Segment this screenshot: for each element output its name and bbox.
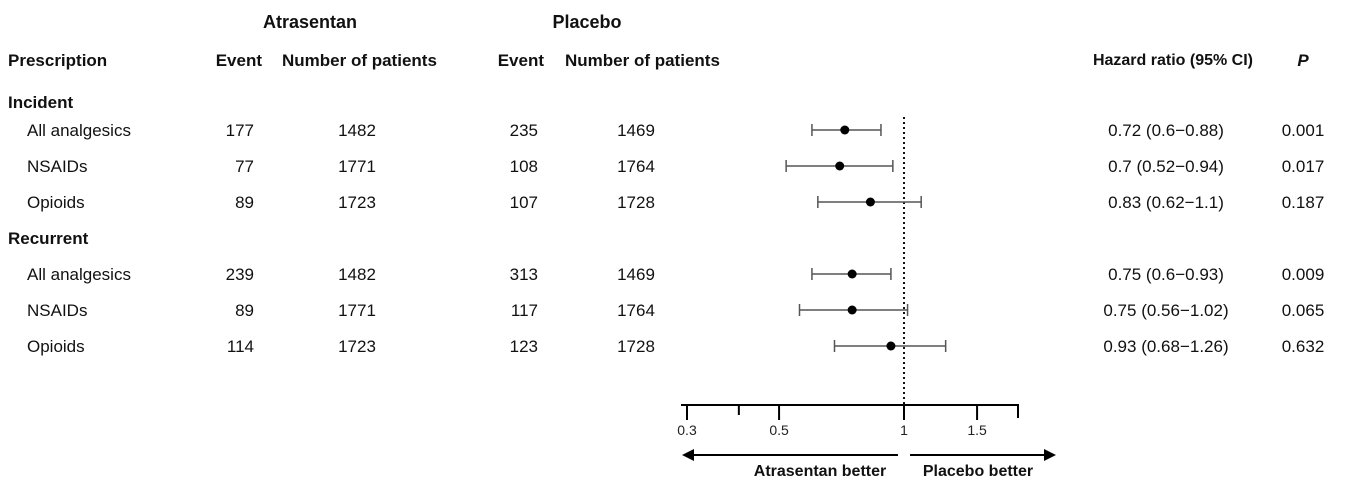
row-label: Opioids [27, 337, 85, 356]
point-estimate [886, 341, 896, 351]
placebo-better-label: Placebo better [922, 463, 1034, 480]
group-header-atrasentan: Atrasentan [262, 12, 358, 32]
left-arrowhead [682, 449, 694, 461]
placebo-patients: 1469 [617, 121, 655, 140]
row-label: All analgesics [27, 265, 131, 284]
atrasentan-better-label: Atrasentan better [753, 463, 887, 480]
section-title-incident: Incident [8, 93, 74, 112]
hazard-ratio-text: 0.75 (0.6−0.93) [1108, 265, 1224, 284]
atrasentan-event: 89 [235, 193, 254, 212]
placebo-patients: 1728 [617, 337, 655, 356]
placebo-patients: 1469 [617, 265, 655, 284]
column-header-placebo-event: Event [497, 51, 544, 70]
atrasentan-patients: 1723 [338, 193, 376, 212]
atrasentan-patients: 1482 [338, 121, 376, 140]
placebo-event: 117 [510, 301, 538, 320]
tick-label: 0.3 [677, 422, 697, 438]
placebo-event: 313 [509, 265, 538, 284]
atrasentan-event: 239 [225, 265, 254, 284]
p-value: 0.065 [1281, 301, 1325, 320]
tick-label: 1.5 [967, 422, 987, 438]
point-estimate [840, 125, 850, 135]
hazard-ratio-text: 0.72 (0.6−0.88) [1108, 121, 1224, 140]
placebo-event: 107 [509, 193, 538, 212]
right-arrowhead [1044, 449, 1056, 461]
point-estimate [847, 305, 857, 315]
x-axis: 0.3 0.5 1 1.5 [677, 404, 1019, 438]
group-header-placebo: Placebo [552, 12, 622, 32]
column-header-atrasentan-patients: Number of patients [282, 51, 437, 70]
tick-label: 1 [900, 422, 908, 438]
placebo-patients: 1728 [617, 193, 655, 212]
atrasentan-patients: 1771 [338, 301, 376, 320]
atrasentan-event: 77 [235, 157, 254, 176]
column-header-prescription: Prescription [8, 51, 108, 70]
direction-arrows [682, 449, 1056, 461]
hazard-ratio-text: 0.7 (0.52−0.94) [1108, 157, 1224, 176]
atrasentan-event: 177 [225, 121, 254, 140]
row-label: All analgesics [27, 121, 131, 140]
row-label: NSAIDs [27, 301, 88, 320]
p-value: 0.187 [1281, 193, 1325, 212]
atrasentan-patients: 1723 [338, 337, 376, 356]
p-value: 0.017 [1281, 157, 1325, 176]
confidence-intervals [785, 124, 947, 352]
p-value: 0.009 [1281, 265, 1325, 284]
point-estimate [865, 197, 875, 207]
point-estimate [847, 269, 857, 279]
p-value: 0.001 [1281, 121, 1325, 140]
column-header-atrasentan-event: Event [215, 51, 262, 70]
tick-label: 0.5 [769, 422, 789, 438]
column-header-p-value: P [1297, 51, 1309, 70]
row-label: NSAIDs [27, 157, 88, 176]
row-label: Opioids [27, 193, 85, 212]
placebo-patients: 1764 [617, 301, 655, 320]
placebo-patients: 1764 [617, 157, 655, 176]
atrasentan-event: 114 [226, 337, 254, 356]
p-value: 0.632 [1281, 337, 1325, 356]
column-header-placebo-patients: Number of patients [565, 51, 720, 70]
section-title-recurrent: Recurrent [8, 229, 89, 248]
placebo-event: 123 [509, 337, 538, 356]
placebo-event: 235 [509, 121, 538, 140]
atrasentan-patients: 1482 [338, 265, 376, 284]
point-estimate [835, 161, 845, 171]
hazard-ratio-text: 0.75 (0.56−1.02) [1103, 301, 1229, 320]
atrasentan-patients: 1771 [338, 157, 376, 176]
hazard-ratio-text: 0.93 (0.68−1.26) [1103, 337, 1229, 356]
atrasentan-event: 89 [235, 301, 254, 320]
placebo-event: 108 [509, 157, 538, 176]
column-header-hazard-ratio: Hazard ratio (95% CI) [1092, 52, 1253, 69]
hazard-ratio-text: 0.83 (0.62−1.1) [1108, 193, 1224, 212]
